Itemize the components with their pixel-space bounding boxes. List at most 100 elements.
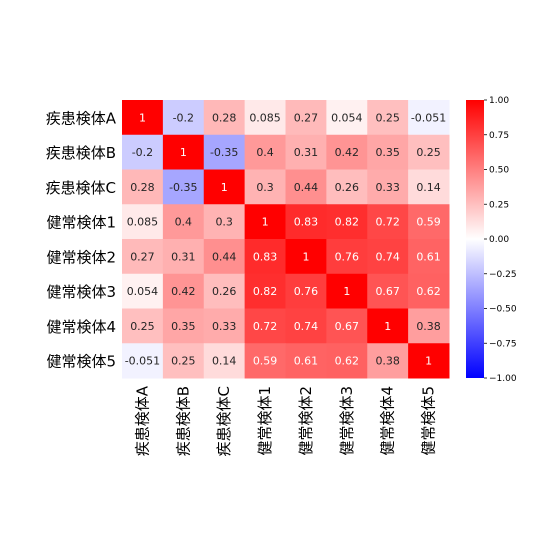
heatmap-cell-label: 1 bbox=[384, 320, 391, 333]
heatmap-cell bbox=[244, 169, 286, 205]
row-tick-label: 健常検体3 bbox=[46, 283, 116, 301]
heatmap-cell-label: 1 bbox=[221, 181, 228, 194]
heatmap-cell bbox=[122, 343, 164, 379]
heatmap-cell-label: 0.25 bbox=[416, 146, 441, 159]
column-tick-labels: 疾患検体A 疾患検体B 疾患検体C 健常検体1 健常検体2 健常検体3 健常検体4 健常検体5 bbox=[133, 385, 437, 456]
heatmap-cell bbox=[162, 100, 205, 136]
heatmap-cell bbox=[122, 100, 164, 136]
colorbar-tick-label: 0.50 bbox=[489, 166, 509, 176]
heatmap-cell bbox=[162, 343, 205, 379]
heatmap-cell-label: 0.14 bbox=[212, 355, 237, 368]
column-tick-label: 疾患検体C bbox=[215, 386, 233, 456]
heatmap-cell bbox=[408, 134, 450, 170]
heatmap-cell-label: 0.76 bbox=[335, 250, 360, 263]
heatmap-cell bbox=[203, 308, 246, 344]
colorbar-tick-label: −0.50 bbox=[489, 305, 517, 315]
heatmap-cell-labels: 1 -0.2 0.28 0.085 0.27 0.054 0.25 -0.051 -0.2 1 -0… bbox=[125, 111, 447, 367]
colorbar-tick-label: 0.00 bbox=[489, 235, 509, 245]
heatmap-cell bbox=[285, 134, 327, 170]
heatmap-cell-label: 0.26 bbox=[212, 285, 237, 298]
heatmap-cell-label: 0.31 bbox=[171, 250, 196, 263]
heatmap-cell bbox=[244, 134, 286, 170]
heatmap-cell-label: 0.3 bbox=[256, 181, 274, 194]
heatmap-cell bbox=[285, 308, 327, 344]
colorbar-rect bbox=[466, 100, 484, 378]
heatmap-cells bbox=[122, 100, 450, 379]
heatmap-cell bbox=[203, 204, 246, 240]
colorbar-tick-label: −0.25 bbox=[489, 270, 517, 280]
heatmap-cell-label: 0.38 bbox=[416, 320, 441, 333]
heatmap-cell bbox=[203, 343, 246, 379]
heatmap-cell-label: 0.26 bbox=[335, 181, 360, 194]
colorbar-tick-label: −1.00 bbox=[489, 374, 517, 384]
heatmap-cell-label: 0.61 bbox=[294, 355, 319, 368]
heatmap-cell bbox=[162, 308, 205, 344]
heatmap-cell bbox=[162, 134, 205, 170]
heatmap-cell-label: 0.28 bbox=[130, 181, 155, 194]
heatmap-cell bbox=[162, 239, 205, 275]
heatmap-cell bbox=[244, 273, 286, 309]
heatmap-cell bbox=[326, 134, 368, 170]
heatmap-cell bbox=[122, 204, 164, 240]
heatmap-cell bbox=[408, 239, 450, 275]
heatmap-cell-label: 0.4 bbox=[175, 216, 193, 229]
row-tick-label: 疾患検体A bbox=[46, 109, 117, 127]
row-tick-label: 健常検体2 bbox=[46, 248, 116, 266]
column-tick-label: 疾患検体A bbox=[133, 385, 151, 456]
heatmap-cell bbox=[244, 100, 286, 136]
heatmap-cell bbox=[367, 308, 409, 344]
heatmap-cell bbox=[408, 100, 450, 136]
colorbar-ticks: −1.00 −0.75 −0.50 −0.25 0.00 0.25 0.50 0.75 1.00 bbox=[484, 96, 517, 384]
heatmap-cell bbox=[367, 239, 409, 275]
heatmap-cell-label: 0.67 bbox=[335, 320, 360, 333]
column-tick-label: 健常検体3 bbox=[338, 386, 356, 456]
heatmap-cell-label: 1 bbox=[302, 250, 309, 263]
heatmap-cell-label: 0.59 bbox=[416, 216, 441, 229]
heatmap-cell bbox=[326, 308, 368, 344]
heatmap-cell-label: -0.2 bbox=[173, 111, 194, 124]
heatmap-cell bbox=[408, 273, 450, 309]
heatmap-cell-label: 0.44 bbox=[294, 181, 319, 194]
row-tick-label: 疾患検体C bbox=[46, 179, 116, 197]
row-tick-labels: 疾患検体A 疾患検体B 疾患検体C 健常検体1 健常検体2 健常検体3 健常検体4 健常検体5 bbox=[46, 109, 117, 370]
heatmap-cell bbox=[244, 204, 286, 240]
heatmap-cell-label: 0.33 bbox=[212, 320, 237, 333]
heatmap-cell-label: 0.28 bbox=[212, 111, 237, 124]
heatmap-cell-label: -0.35 bbox=[169, 181, 197, 194]
heatmap-cell bbox=[122, 169, 164, 205]
heatmap-cell-label: 0.59 bbox=[253, 355, 278, 368]
heatmap-cell bbox=[285, 343, 327, 379]
column-tick-label: 健常検体1 bbox=[256, 386, 274, 456]
heatmap-cell bbox=[122, 239, 164, 275]
heatmap-cell-label: -0.2 bbox=[132, 146, 153, 159]
heatmap-cell-label: 0.4 bbox=[256, 146, 274, 159]
heatmap-cell bbox=[203, 273, 246, 309]
heatmap-cell bbox=[367, 343, 409, 379]
heatmap-cell-label: 0.62 bbox=[416, 285, 441, 298]
heatmap-cell-label: -0.35 bbox=[210, 146, 238, 159]
heatmap-cell bbox=[162, 204, 205, 240]
heatmap-cell-label: 1 bbox=[425, 355, 432, 368]
colorbar-tick-label: −0.75 bbox=[489, 339, 517, 349]
heatmap-cell-label: 0.72 bbox=[375, 216, 400, 229]
heatmap-cell-label: 0.83 bbox=[253, 250, 278, 263]
heatmap-cell-label: 1 bbox=[343, 285, 350, 298]
row-tick-label: 健常検体4 bbox=[46, 318, 116, 336]
heatmap-cell bbox=[326, 239, 368, 275]
heatmap-cell-label: 0.27 bbox=[130, 250, 155, 263]
heatmap-cell-label: 0.25 bbox=[375, 111, 400, 124]
heatmap-cell bbox=[244, 343, 286, 379]
heatmap-cell-label: 0.085 bbox=[249, 111, 281, 124]
heatmap-cell-label: 1 bbox=[180, 146, 187, 159]
heatmap-cell bbox=[326, 273, 368, 309]
column-tick-label: 健常検体5 bbox=[420, 386, 438, 456]
heatmap-cell-label: -0.051 bbox=[125, 355, 160, 368]
heatmap-cell bbox=[203, 169, 246, 205]
heatmap-cell bbox=[367, 100, 409, 136]
heatmap-cell-label: 0.25 bbox=[171, 355, 196, 368]
heatmap-cell-label: 0.67 bbox=[375, 285, 400, 298]
heatmap-cell bbox=[122, 273, 164, 309]
heatmap-cell bbox=[326, 100, 368, 136]
heatmap-cell bbox=[408, 169, 450, 205]
